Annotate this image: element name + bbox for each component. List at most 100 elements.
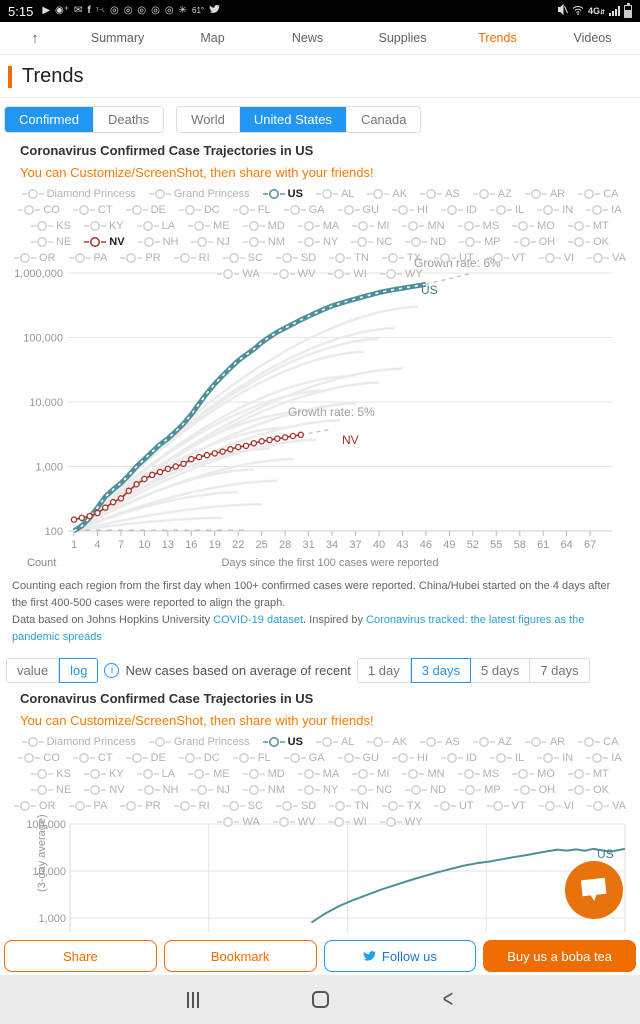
- legend-item-sd[interactable]: SD: [275, 252, 316, 264]
- legend-item-mn[interactable]: MN: [402, 768, 445, 780]
- legend-item-or[interactable]: OR: [14, 800, 56, 812]
- legend-item-al[interactable]: AL: [315, 188, 354, 200]
- legend-item-in[interactable]: IN: [537, 752, 573, 764]
- legend-item-az[interactable]: AZ: [472, 188, 512, 200]
- inspiration-link[interactable]: Coronavirus tracked: the latest figures …: [12, 614, 585, 644]
- legend-item-gu[interactable]: GU: [337, 204, 379, 216]
- nav-tab-news[interactable]: News: [291, 31, 324, 45]
- legend-item-ne[interactable]: NE: [31, 784, 71, 796]
- home-button[interactable]: [312, 991, 330, 1008]
- legend-item-wa[interactable]: WA: [217, 816, 260, 828]
- legend-item-ri[interactable]: RI: [173, 252, 210, 264]
- legend-item-mt[interactable]: MT: [567, 768, 609, 780]
- window-7-days[interactable]: 7 days: [530, 658, 590, 684]
- legend-item-wy[interactable]: WY: [379, 268, 423, 280]
- legend-item-as[interactable]: AS: [420, 736, 460, 748]
- nav-tab-summary[interactable]: Summary: [90, 31, 145, 45]
- scale-log[interactable]: log: [59, 658, 99, 684]
- legend-item-ks[interactable]: KS: [31, 220, 71, 232]
- legend-item-ks[interactable]: KS: [31, 768, 71, 780]
- nav-tab-supplies[interactable]: Supplies: [378, 31, 427, 45]
- legend-item-nd[interactable]: ND: [405, 236, 446, 248]
- legend-item-ky[interactable]: KY: [83, 768, 124, 780]
- legend-item-ok[interactable]: OK: [568, 784, 609, 796]
- legend-item-il[interactable]: IL: [490, 204, 524, 216]
- legend-item-ma[interactable]: MA: [297, 220, 339, 232]
- legend-item-mp[interactable]: MP: [459, 784, 501, 796]
- legend-item-id[interactable]: ID: [441, 204, 477, 216]
- bookmark-button[interactable]: Bookmark: [163, 940, 317, 972]
- share-button[interactable]: Share: [4, 940, 157, 972]
- new-cases-chart[interactable]: 100,000 10,000 1,000 (3-day average) US: [0, 812, 640, 933]
- nav-tab-trends[interactable]: Trends: [478, 31, 517, 45]
- legend-item-il[interactable]: IL: [490, 752, 524, 764]
- legend-item-ca[interactable]: CA: [578, 736, 618, 748]
- legend-item-grand-princess[interactable]: Grand Princess: [148, 736, 250, 748]
- legend-item-mo[interactable]: MO: [512, 220, 555, 232]
- legend-item-ut[interactable]: UT: [433, 252, 474, 264]
- legend-item-nh[interactable]: NH: [137, 784, 178, 796]
- legend-item-hi[interactable]: HI: [392, 204, 428, 216]
- legend-item-dc[interactable]: DC: [178, 752, 220, 764]
- legend-item-nj[interactable]: NJ: [191, 236, 230, 248]
- legend-item-nc[interactable]: NC: [351, 236, 392, 248]
- legend-item-or[interactable]: OR: [14, 252, 56, 264]
- legend-item-oh[interactable]: OH: [513, 236, 555, 248]
- legend-item-mp[interactable]: MP: [459, 236, 501, 248]
- legend-item-ri[interactable]: RI: [173, 800, 210, 812]
- legend-item-nm[interactable]: NM: [242, 784, 285, 796]
- legend-item-ar[interactable]: AR: [524, 188, 565, 200]
- legend-item-ak[interactable]: AK: [367, 188, 407, 200]
- legend-item-me[interactable]: ME: [188, 220, 230, 232]
- legend-item-nc[interactable]: NC: [351, 784, 392, 796]
- legend-item-va[interactable]: VA: [587, 252, 626, 264]
- legend-item-mn[interactable]: MN: [402, 220, 445, 232]
- scroll-top-arrow-icon[interactable]: ↑: [31, 29, 39, 47]
- legend-item-ga[interactable]: GA: [283, 204, 325, 216]
- legend-item-pr[interactable]: PR: [120, 252, 161, 264]
- legend-item-de[interactable]: DE: [125, 204, 166, 216]
- legend-item-mt[interactable]: MT: [567, 220, 609, 232]
- legend-item-me[interactable]: ME: [188, 768, 230, 780]
- legend-item-hi[interactable]: HI: [392, 752, 428, 764]
- legend-item-wv[interactable]: WV: [272, 268, 315, 280]
- legend-item-pa[interactable]: PA: [68, 800, 107, 812]
- legend-item-ct[interactable]: CT: [72, 752, 113, 764]
- legend-item-tx[interactable]: TX: [381, 800, 421, 812]
- legend-item-wv[interactable]: WV: [272, 816, 315, 828]
- legend-item-us[interactable]: US: [262, 736, 303, 748]
- info-icon[interactable]: i: [104, 663, 120, 679]
- legend-item-diamond-princess[interactable]: Diamond Princess: [21, 188, 136, 200]
- nav-tab-videos[interactable]: Videos: [573, 31, 612, 45]
- window-5-days[interactable]: 5 days: [471, 658, 531, 684]
- legend-item-oh[interactable]: OH: [513, 784, 555, 796]
- legend-item-al[interactable]: AL: [315, 736, 354, 748]
- legend-item-ga[interactable]: GA: [283, 752, 325, 764]
- legend-item-va[interactable]: VA: [587, 800, 626, 812]
- legend-item-vi[interactable]: VI: [538, 252, 574, 264]
- legend-item-nh[interactable]: NH: [137, 236, 178, 248]
- toggle-deaths[interactable]: Deaths: [92, 107, 164, 132]
- legend-item-vi[interactable]: VI: [538, 800, 574, 812]
- legend-item-ar[interactable]: AR: [524, 736, 565, 748]
- legend-item-md[interactable]: MD: [242, 768, 285, 780]
- legend-item-ct[interactable]: CT: [72, 204, 113, 216]
- toggle-united-states[interactable]: United States: [238, 107, 346, 132]
- legend-item-ok[interactable]: OK: [568, 236, 609, 248]
- legend-item-ny[interactable]: NY: [298, 784, 338, 796]
- legend-item-ky[interactable]: KY: [83, 220, 124, 232]
- scale-value[interactable]: value: [6, 658, 60, 684]
- legend-item-ia[interactable]: IA: [586, 204, 622, 216]
- legend-item-wy[interactable]: WY: [379, 816, 423, 828]
- legend-item-vt[interactable]: VT: [486, 800, 526, 812]
- legend-item-tn[interactable]: TN: [329, 800, 369, 812]
- legend-item-wi[interactable]: WI: [328, 268, 367, 280]
- legend-item-nv[interactable]: NV: [84, 236, 125, 248]
- legend-item-tx[interactable]: TX: [381, 252, 421, 264]
- legend-item-co[interactable]: CO: [18, 752, 60, 764]
- legend-item-ca[interactable]: CA: [578, 188, 618, 200]
- legend-item-mo[interactable]: MO: [512, 768, 555, 780]
- legend-item-la[interactable]: LA: [136, 220, 175, 232]
- legend-item-de[interactable]: DE: [125, 752, 166, 764]
- legend-item-tn[interactable]: TN: [329, 252, 369, 264]
